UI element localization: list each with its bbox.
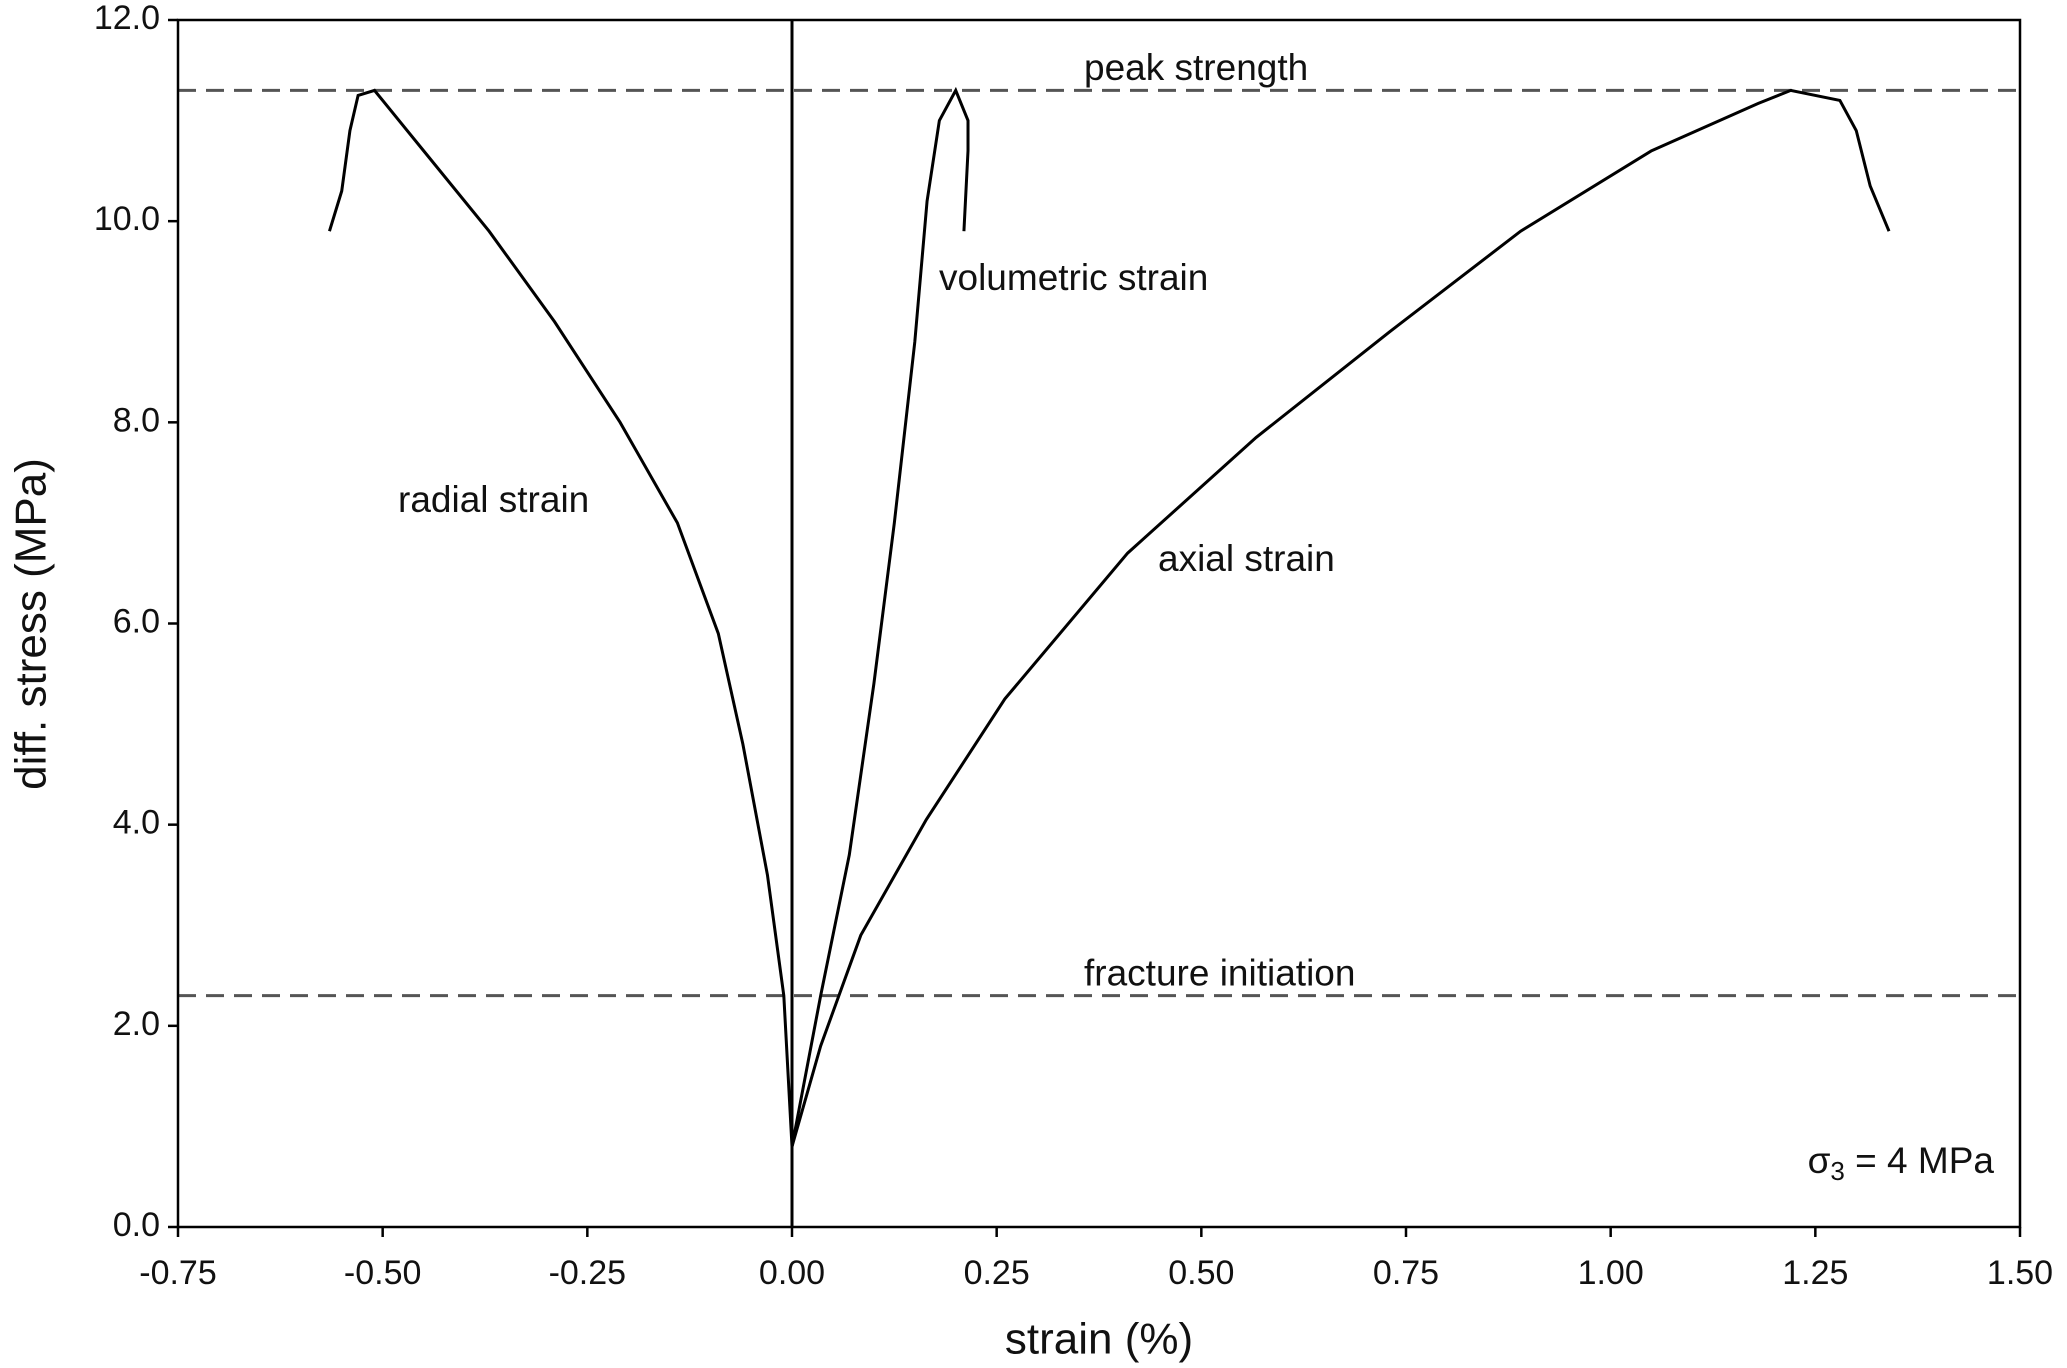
series-label: volumetric strain	[939, 257, 1208, 298]
y-tick-label: 0.0	[113, 1206, 160, 1244]
x-tick-label: 1.25	[1782, 1254, 1848, 1292]
series-label: radial strain	[398, 479, 589, 520]
y-tick-label: 8.0	[113, 401, 160, 439]
x-axis-label: strain (%)	[1005, 1315, 1193, 1364]
series-line	[790, 88, 1891, 1147]
x-tick-label: 0.50	[1168, 1254, 1234, 1292]
x-tick-label: -0.75	[139, 1254, 217, 1292]
x-tick-label: -0.50	[344, 1254, 422, 1292]
annotation-text: = 4 MPa	[1845, 1140, 1995, 1181]
x-tick-label: 0.00	[759, 1254, 825, 1292]
y-axis-label: diff. stress (MPa)	[7, 458, 56, 790]
x-tick-label: 1.50	[1987, 1254, 2053, 1292]
y-tick-label: 10.0	[94, 200, 160, 238]
x-tick-label: 0.25	[964, 1254, 1030, 1292]
plot-frame	[176, 18, 2022, 1229]
series-label: axial strain	[1158, 538, 1335, 579]
y-tick-label: 4.0	[113, 804, 160, 842]
annotation-subscript: 3	[1830, 1156, 1844, 1186]
x-tick-label: 1.00	[1578, 1254, 1644, 1292]
condition-annotation: σ3 = 4 MPa	[1808, 1140, 1995, 1186]
y-tick-label: 2.0	[113, 1005, 160, 1043]
reference-label: peak strength	[1084, 47, 1308, 88]
reference-label: fracture initiation	[1084, 952, 1355, 993]
y-tick-label: 12.0	[94, 0, 160, 37]
y-tick-label: 6.0	[113, 602, 160, 640]
x-tick-label: -0.25	[549, 1254, 627, 1292]
series-line	[790, 86, 970, 1147]
series-line	[328, 88, 794, 1147]
annotation-symbol: σ	[1808, 1140, 1831, 1181]
x-tick-label: 0.75	[1373, 1254, 1439, 1292]
